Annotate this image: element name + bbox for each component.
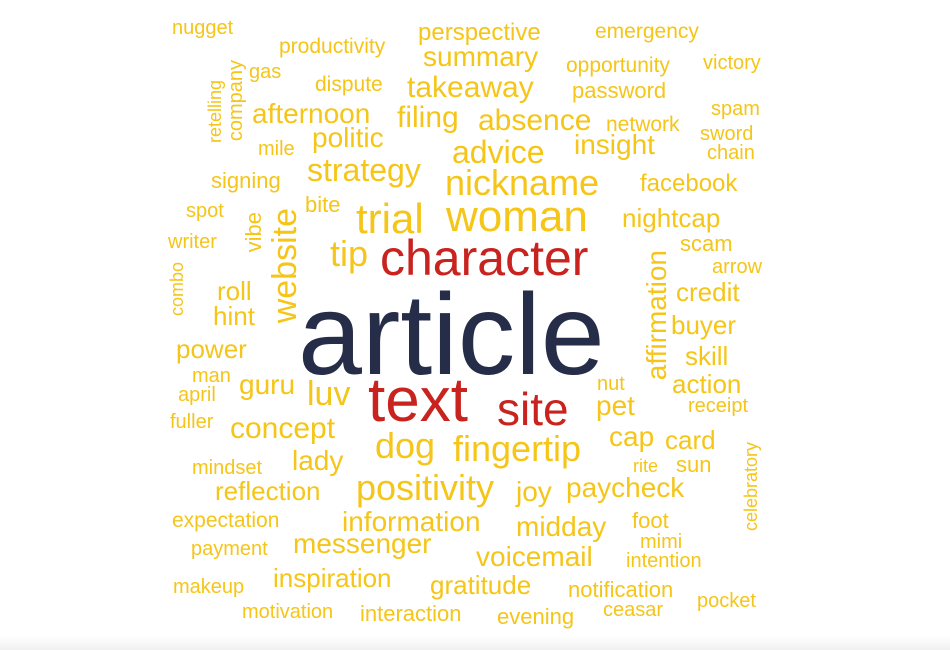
word-writer: writer	[168, 231, 217, 253]
word-retelling: retelling	[205, 80, 225, 144]
word-sun: sun	[676, 452, 712, 477]
word-information: information	[342, 506, 481, 537]
word-ceasar: ceasar	[603, 599, 664, 621]
word-perspective: perspective	[418, 19, 541, 46]
word-messenger: messenger	[293, 528, 432, 559]
word-article: article	[298, 271, 605, 399]
word-man: man	[192, 365, 231, 387]
word-tip: tip	[330, 233, 369, 274]
word-gratitude: gratitude	[430, 570, 532, 600]
word-mindset: mindset	[192, 457, 263, 479]
word-power: power	[176, 334, 247, 364]
word-card: card	[665, 425, 716, 455]
word-celebratory: celebratory	[741, 442, 761, 532]
word-evening: evening	[497, 604, 575, 629]
word-concept: concept	[230, 412, 336, 445]
word-skill: skill	[685, 341, 729, 371]
word-payment: payment	[191, 538, 268, 560]
word-fingertip: fingertip	[453, 428, 582, 469]
word-voicemail: voicemail	[476, 541, 593, 572]
word-expectation: expectation	[172, 509, 280, 532]
word-receipt: receipt	[688, 395, 749, 417]
word-lady: lady	[292, 445, 344, 476]
word-rite: rite	[633, 456, 659, 476]
word-guru: guru	[239, 369, 296, 400]
word-company: company	[225, 60, 247, 142]
word-spam: spam	[711, 98, 760, 120]
word-arrow: arrow	[712, 256, 763, 278]
word-scam: scam	[680, 231, 733, 256]
word-makeup: makeup	[173, 576, 245, 598]
word-luv: luv	[307, 375, 351, 413]
word-april: april	[178, 384, 216, 406]
word-inspiration: inspiration	[273, 563, 392, 593]
word-midday: midday	[516, 511, 607, 542]
word-password: password	[572, 78, 667, 103]
word-nugget: nugget	[172, 17, 234, 39]
word-chain: chain	[707, 142, 755, 164]
word-pet: pet	[596, 390, 635, 421]
word-vibe: vibe	[241, 212, 266, 253]
word-woman: woman	[446, 192, 588, 241]
word-notification: notification	[568, 577, 674, 602]
word-takeaway: takeaway	[407, 71, 534, 104]
word-mile: mile	[258, 138, 295, 160]
word-insight: insight	[574, 129, 655, 160]
word-buyer: buyer	[671, 310, 737, 340]
word-strategy: strategy	[307, 152, 421, 188]
bottom-edge-shadow	[0, 636, 950, 650]
word-hint: hint	[213, 301, 255, 331]
word-action: action	[672, 369, 742, 399]
word-paycheck: paycheck	[566, 472, 685, 503]
word-summary: summary	[423, 41, 539, 72]
word-nickname: nickname	[445, 162, 600, 203]
word-afternoon: afternoon	[252, 98, 371, 129]
word-nightcap: nightcap	[622, 203, 721, 233]
word-trial: trial	[356, 195, 424, 242]
word-absence: absence	[478, 104, 592, 137]
word-intention: intention	[626, 550, 702, 572]
word-motivation: motivation	[242, 601, 334, 623]
word-dog: dog	[375, 425, 436, 466]
word-filing: filing	[397, 101, 459, 134]
word-positivity: positivity	[356, 467, 495, 508]
word-signing: signing	[211, 168, 281, 193]
word-bite: bite	[305, 192, 341, 217]
word-sword: sword	[700, 123, 754, 145]
word-character: character	[380, 230, 589, 286]
word-site: site	[497, 383, 569, 435]
word-network: network	[606, 113, 680, 136]
word-productivity: productivity	[279, 35, 386, 58]
word-mimi: mimi	[640, 531, 683, 553]
word-foot: foot	[632, 508, 669, 533]
word-roll: roll	[217, 276, 252, 306]
word-joy: joy	[516, 476, 552, 507]
word-spot: spot	[186, 200, 224, 222]
word-reflection: reflection	[215, 476, 321, 506]
word-website: website	[266, 208, 304, 324]
word-advice: advice	[452, 134, 545, 170]
word-facebook: facebook	[640, 170, 738, 197]
word-victory: victory	[703, 52, 761, 74]
word-affirmation: affirmation	[641, 250, 672, 381]
word-credit: credit	[676, 277, 740, 307]
word-opportunity: opportunity	[566, 54, 670, 77]
word-fuller: fuller	[170, 411, 214, 433]
word-combo: combo	[167, 262, 187, 317]
word-gas: gas	[249, 61, 282, 83]
word-text: text	[368, 366, 468, 435]
word-cap: cap	[609, 421, 655, 452]
word-interaction: interaction	[360, 601, 462, 626]
word-pocket: pocket	[697, 590, 756, 612]
word-nut: nut	[597, 373, 625, 395]
word-dispute: dispute	[315, 73, 383, 96]
word-emergency: emergency	[595, 20, 699, 43]
word-politic: politic	[312, 122, 384, 153]
